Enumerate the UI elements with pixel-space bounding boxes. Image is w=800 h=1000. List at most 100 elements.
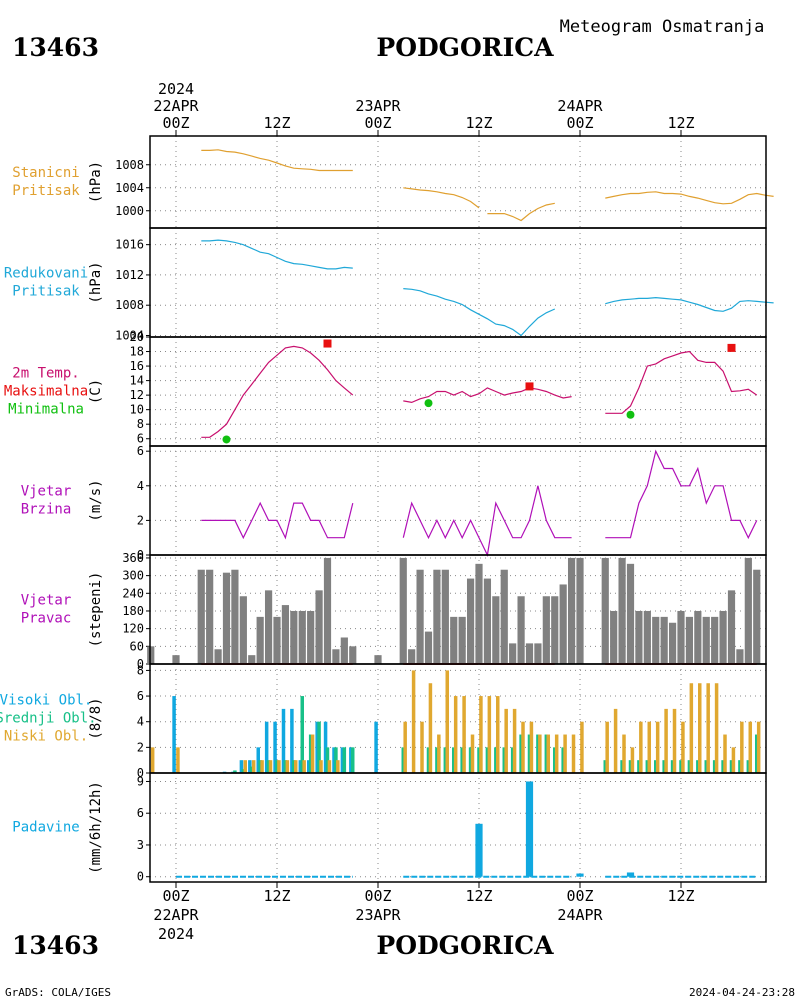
data-bar (214, 649, 222, 664)
cloud-bar (443, 747, 448, 773)
cloud-bar (302, 760, 306, 773)
y-tick-label: 1008 (115, 158, 144, 172)
cloud-bar (426, 747, 431, 773)
y-tick-label: 180 (122, 604, 144, 618)
data-bar (551, 596, 559, 664)
cloud-bar (351, 747, 355, 773)
data-bar (610, 610, 618, 664)
cloud-bar (437, 734, 441, 773)
parameter-label: Pravac (21, 611, 72, 627)
data-bar (424, 631, 433, 664)
data-bar (441, 569, 449, 664)
data-bar (399, 557, 407, 664)
cloud-bar (298, 760, 303, 773)
y-tick-label: 4 (137, 479, 144, 493)
cloud-bar (706, 683, 710, 773)
series-line (201, 239, 353, 270)
y-axis-label: (hPa) (88, 261, 104, 303)
parameter-label: Vjetar (21, 593, 72, 609)
parameter-label: 2m Temp. (12, 366, 79, 382)
parameter-label: Redukovani (4, 266, 88, 282)
y-tick-label: 0 (137, 657, 144, 671)
cloud-bar (285, 760, 290, 773)
data-bar (668, 622, 677, 664)
data-bar (248, 655, 256, 664)
cloud-bar (580, 721, 584, 773)
data-bar (685, 616, 694, 664)
cloud-bar (630, 747, 635, 773)
data-bar (466, 578, 475, 664)
min-temp-marker (626, 410, 635, 419)
cloud-bar (622, 734, 626, 773)
top-tick-label: 12Z (465, 114, 492, 132)
series-line (487, 202, 555, 222)
y-axis-label: (m/s) (88, 479, 104, 521)
y-tick-label: 2 (137, 513, 144, 527)
station-name-top: PODGORICA (376, 33, 554, 62)
data-bar (744, 557, 752, 664)
parameter-label: Pritisak (12, 284, 80, 300)
cloud-bar (746, 760, 751, 773)
data-bar (542, 596, 550, 664)
cloud-bar (460, 747, 464, 773)
data-bar (264, 590, 273, 664)
cloud-bar (689, 683, 694, 773)
cloud-bar (521, 721, 525, 773)
cloud-bar (306, 760, 311, 773)
cloud-bar (452, 747, 456, 773)
data-bar (635, 610, 643, 664)
parameter-label: Pritisak (12, 183, 80, 199)
cloud-bar (290, 708, 294, 773)
series-line (403, 187, 480, 209)
y-tick-label: 2 (137, 740, 144, 754)
series-line (201, 345, 354, 438)
data-bar (652, 616, 660, 664)
cloud-bar (485, 747, 490, 773)
cloud-bar (487, 696, 492, 773)
series-line (605, 449, 758, 540)
data-bar (719, 610, 727, 664)
y-axis-label: (mm/6h/12h) (88, 781, 104, 874)
data-bar (559, 584, 567, 664)
series-line (605, 350, 758, 414)
cloud-bar (679, 760, 683, 773)
y-tick-label: 8 (137, 663, 144, 677)
data-bar (509, 643, 517, 664)
cloud-bar (620, 760, 624, 773)
y-axis-label: (hPa) (88, 161, 104, 203)
data-bar (576, 557, 584, 664)
cloud-bar (453, 696, 458, 773)
cloud-bar (740, 721, 744, 773)
cloud-bar (336, 760, 340, 773)
cloud-bar (260, 760, 264, 773)
cloud-bar (275, 760, 279, 773)
bottom-tick-label: 12Z (263, 887, 290, 905)
y-tick-label: 60 (130, 639, 144, 653)
cloud-bar (266, 760, 271, 773)
data-bar (727, 590, 736, 664)
data-bar (323, 557, 332, 664)
top-date-label: 23APR (355, 97, 401, 115)
cloud-bar (241, 769, 246, 773)
top-date-label: 22APR (153, 97, 199, 115)
cloud-bar (738, 760, 742, 773)
series-line (201, 501, 354, 540)
top-tick-label: 00Z (566, 114, 593, 132)
y-tick-label: 1008 (115, 298, 144, 312)
y-axis-label: (stepeni) (88, 572, 104, 648)
cloud-bar (536, 734, 540, 773)
y-tick-label: 6 (137, 689, 144, 703)
y-tick-label: 1004 (115, 181, 144, 195)
cloud-bar (605, 721, 609, 773)
bottom-tick-label: 12Z (667, 887, 694, 905)
data-bar (349, 646, 357, 664)
cloud-bar (510, 747, 515, 773)
bottom-tick-label: 00Z (162, 887, 189, 905)
cloud-bar (494, 747, 498, 773)
cloud-bar (150, 747, 155, 773)
cloud-bar (283, 760, 288, 773)
data-bar (231, 569, 239, 664)
cloud-bar (251, 760, 256, 773)
max-temp-marker (323, 339, 332, 348)
